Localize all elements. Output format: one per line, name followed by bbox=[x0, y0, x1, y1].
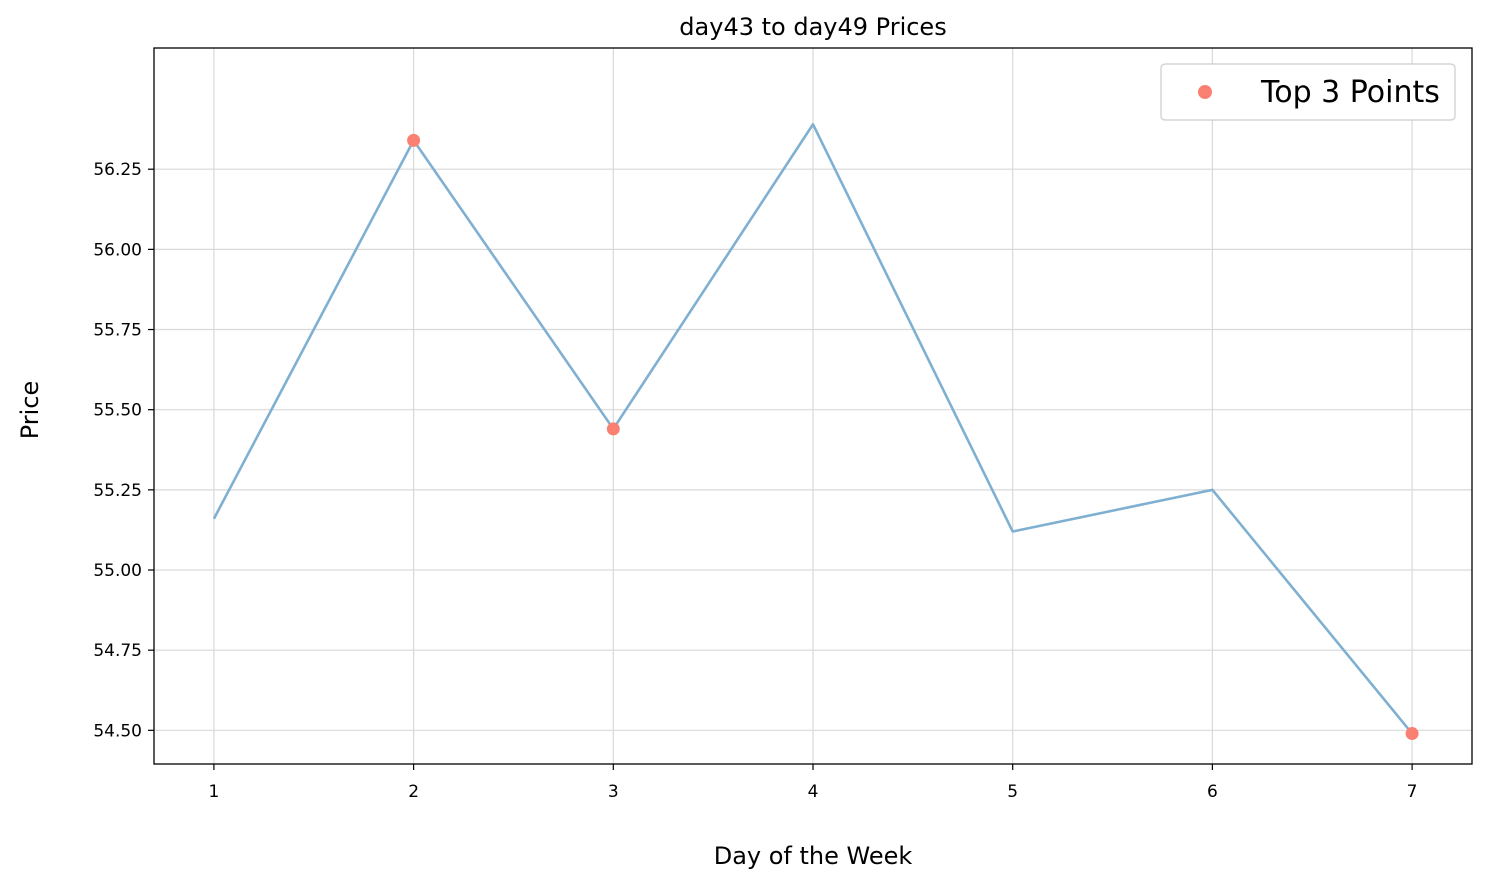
y-tick-label: 54.75 bbox=[93, 641, 142, 661]
legend-label-top-3-points: Top 3 Points bbox=[1260, 75, 1440, 110]
x-tick-label: 1 bbox=[208, 782, 219, 802]
y-axis-title: Price bbox=[16, 381, 44, 440]
legend: Top 3 Points bbox=[1160, 63, 1456, 121]
y-tick-label: 54.50 bbox=[93, 721, 142, 741]
axis-ticks: 1 2 3 4 5 6 7 54.50 54.75 55.00 55.25 55.50 55.75 56.… bbox=[93, 160, 1417, 802]
legend-box bbox=[1160, 63, 1456, 121]
top-point-marker bbox=[1405, 727, 1419, 741]
plot-series bbox=[212, 123, 1419, 741]
x-tick-label: 7 bbox=[1407, 782, 1418, 802]
grid bbox=[154, 48, 1472, 764]
y-tick-label: 56.25 bbox=[93, 160, 142, 180]
x-tick-label: 6 bbox=[1207, 782, 1218, 802]
x-tick-label: 3 bbox=[608, 782, 619, 802]
y-tick-label: 56.00 bbox=[93, 240, 142, 260]
y-tick-label: 55.75 bbox=[93, 321, 142, 341]
y-tick-label: 55.50 bbox=[93, 401, 142, 421]
y-tick-label: 55.25 bbox=[93, 481, 142, 501]
chart-title: day43 to day49 Prices bbox=[679, 13, 946, 41]
x-tick-label: 2 bbox=[408, 782, 419, 802]
top-point-marker bbox=[606, 422, 620, 436]
x-axis-title: Day of the Week bbox=[714, 842, 913, 870]
x-tick-label: 4 bbox=[808, 782, 819, 802]
top-point-marker bbox=[407, 133, 421, 147]
x-tick-label: 5 bbox=[1007, 782, 1018, 802]
y-tick-label: 55.00 bbox=[93, 561, 142, 581]
legend-marker-top-3-points bbox=[1198, 85, 1212, 99]
